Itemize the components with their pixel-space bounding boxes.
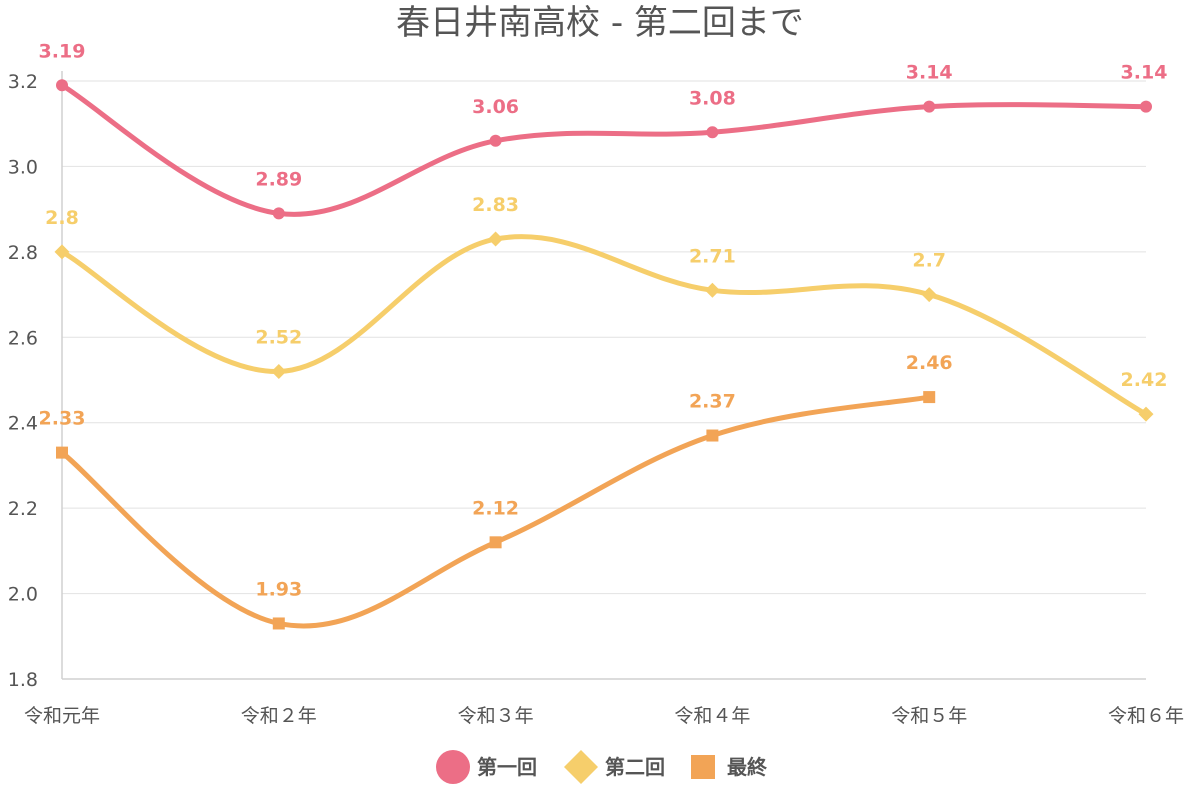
data-label: 2.12 [472,497,519,519]
data-label: 2.33 [39,408,86,430]
y-tick-label: 3.0 [8,156,38,178]
x-tick-label: 令和２年 [241,705,317,727]
legend-square-icon [691,755,715,779]
data-point[interactable] [1140,100,1152,113]
data-label: 2.83 [472,194,519,216]
chart-title: 春日井南高校 - 第二回まで [396,3,804,43]
data-point[interactable] [704,282,720,298]
series-2 [54,231,1154,422]
data-label: 2.8 [45,207,79,229]
data-point[interactable] [923,391,936,404]
data-label: 2.89 [255,168,302,190]
data-label: 2.46 [906,352,953,374]
legend-label: 最終 [727,755,768,779]
legend[interactable]: 第一回 第二回 最終 [436,750,768,784]
legend-label: 第二回 [605,755,665,779]
data-point[interactable] [706,126,719,139]
x-tick-label: 令和元年 [24,705,100,727]
x-tick-label: 令和４年 [674,705,750,727]
data-label: 3.19 [39,40,86,62]
data-point[interactable] [1138,406,1154,422]
legend-item-1[interactable]: 第一回 [436,750,537,784]
data-point[interactable] [921,287,937,303]
y-tick-label: 2.6 [8,327,38,349]
data-point[interactable] [923,100,936,113]
series-1 [56,79,1152,220]
x-tick-label: 令和３年 [458,705,534,727]
series-layer [54,79,1154,630]
data-point[interactable] [489,134,502,147]
y-tick-label: 2.4 [8,413,38,435]
series-line[interactable] [59,234,1149,417]
x-tick-label: 令和６年 [1108,705,1184,727]
data-point[interactable] [271,363,287,379]
data-point[interactable] [56,79,68,92]
legend-item-2[interactable]: 第二回 [564,750,665,784]
data-point[interactable] [54,244,70,260]
grid-layer [62,80,1146,595]
data-label: 2.52 [255,326,302,348]
y-tick-label: 1.8 [8,669,38,691]
data-label-layer: 3.19 2.89 3.06 3.08 3.14 3.14 2.8 2.52 2.83 2.71 2… [39,40,1168,600]
data-label: 3.14 [1121,62,1168,84]
y-tick-label: 2.2 [8,498,38,520]
data-point[interactable] [56,446,68,459]
legend-diamond-icon [564,750,598,784]
data-point[interactable] [488,231,504,247]
legend-circle-icon [436,750,470,784]
series-3 [56,391,936,630]
data-label: 2.42 [1121,369,1168,391]
data-label: 3.14 [906,62,953,84]
data-label: 3.06 [472,96,519,118]
series-line[interactable] [59,82,1149,217]
y-tick-label: 3.2 [8,71,38,93]
legend-item-3[interactable]: 最終 [691,755,768,779]
data-label: 2.37 [689,391,736,413]
data-label: 1.93 [255,578,302,600]
data-point[interactable] [272,207,285,220]
legend-label: 第一回 [477,755,537,779]
x-tick-label: 令和５年 [891,705,967,727]
data-point[interactable] [489,536,502,549]
data-point[interactable] [272,617,285,630]
data-label: 2.71 [689,245,736,267]
data-label: 2.7 [912,250,946,272]
y-tick-label: 2.0 [8,584,38,606]
y-tick-label: 2.8 [8,242,38,264]
data-point[interactable] [706,429,719,442]
axis-layer: 1.8 2.0 2.2 2.4 2.6 2.8 3.0 3.2 令和元年 令和２年 令和３年 令和４年… [8,71,1184,727]
data-label: 3.08 [689,87,736,109]
